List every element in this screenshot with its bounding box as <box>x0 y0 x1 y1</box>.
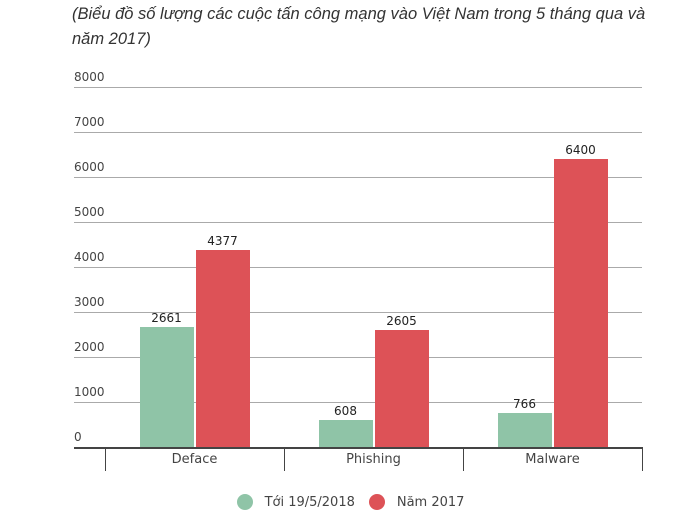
chart-legend: Tới 19/5/2018 Năm 2017 <box>0 494 673 510</box>
category-separator <box>642 447 643 471</box>
bar-malware-series2 <box>553 159 608 447</box>
y-tick-label: 7000 <box>74 115 105 129</box>
category-separator <box>105 447 106 471</box>
legend-item-2018: Tới 19/5/2018 <box>236 494 355 510</box>
data-label: 2605 <box>386 313 417 328</box>
y-tick-label: 3000 <box>74 295 105 309</box>
data-label: 608 <box>334 403 357 418</box>
data-label: 2661 <box>151 311 182 326</box>
gridline <box>74 357 642 358</box>
gridline <box>74 177 642 178</box>
bar-malware-series1 <box>497 412 552 447</box>
bar-phishing-series1 <box>318 419 373 447</box>
y-tick-label: 2000 <box>74 340 105 354</box>
bar-deface-series1 <box>139 327 194 447</box>
legend-item-2017: Năm 2017 <box>368 494 465 510</box>
y-tick-label: 8000 <box>74 70 105 84</box>
data-label: 6400 <box>565 143 596 157</box>
gridline <box>74 87 642 88</box>
category-label: Phishing <box>346 452 401 467</box>
bar-phishing-series2 <box>374 329 429 447</box>
data-label: 4377 <box>207 234 238 249</box>
category-label: Malware <box>525 452 580 467</box>
x-axis <box>74 447 642 449</box>
legend-dot-icon <box>368 494 385 510</box>
gridline <box>74 312 642 313</box>
y-tick-label: 6000 <box>74 160 105 174</box>
category-label: Deface <box>171 452 218 467</box>
bar-deface-series2 <box>195 250 250 447</box>
y-tick-label: 1000 <box>74 385 105 399</box>
legend-label: Năm 2017 <box>396 494 465 510</box>
y-tick-label: 0 <box>74 430 82 444</box>
chart-caption: (Biểu đồ số lượng các cuộc tấn công mạng… <box>72 5 646 48</box>
data-label: 766 <box>513 396 536 411</box>
gridline <box>74 222 642 223</box>
category-separator <box>463 447 464 471</box>
gridline <box>74 132 642 133</box>
y-tick-label: 4000 <box>74 250 105 264</box>
legend-label: Tới 19/5/2018 <box>264 494 355 510</box>
gridline <box>74 402 642 403</box>
y-tick-label: 5000 <box>74 205 105 219</box>
gridline <box>74 267 642 268</box>
legend-dot-icon <box>236 494 253 510</box>
category-separator <box>284 447 285 471</box>
